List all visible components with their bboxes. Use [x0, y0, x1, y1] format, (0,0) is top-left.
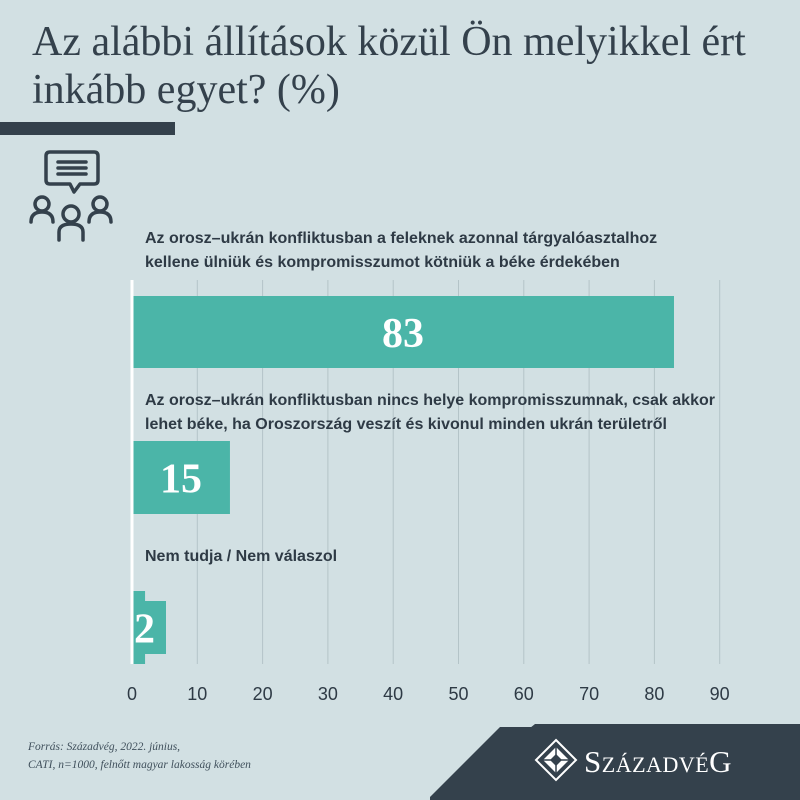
category-label-1-line-2: kellene ülniük és kompromisszumot kötniü…	[145, 254, 620, 271]
title-underline-bar	[0, 122, 175, 135]
source-note: Forrás: Századvég, 2022. június, CATI, n…	[28, 738, 358, 774]
brand-logo-icon	[534, 738, 578, 782]
x-tick-label-90: 90	[710, 684, 730, 704]
brand-band-shape	[430, 727, 800, 800]
bar-2	[132, 441, 230, 514]
source-line-2: CATI, n=1000, felnőtt magyar lakosság kö…	[28, 759, 251, 771]
brand-name: SZÁZADVÉG	[584, 744, 732, 779]
bar-chart: Az orosz–ukrán konfliktusban a feleknek …	[127, 230, 730, 704]
bar-value-label-1: 83	[382, 311, 424, 357]
x-tick-label-50: 50	[448, 684, 468, 704]
bar-1	[132, 296, 674, 368]
chart-title: Az alábbi állítások közül Ön melyikkel é…	[32, 19, 746, 113]
category-label-2-line-1: Az orosz–ukrán konfliktusban nincs helye…	[145, 392, 715, 409]
x-tick-label-80: 80	[644, 684, 664, 704]
source-line-1: Forrás: Századvég, 2022. június,	[28, 741, 181, 753]
x-tick-label-70: 70	[579, 684, 599, 704]
category-label-3-line-1: Nem tudja / Nem válaszol	[145, 548, 337, 565]
x-tick-label-40: 40	[383, 684, 403, 704]
x-tick-label-0: 0	[127, 684, 137, 704]
bar-value-label-2: 15	[160, 457, 202, 503]
bar-value-label-3: 2	[134, 607, 155, 653]
bar-label-tab-3	[132, 601, 166, 654]
category-label-2-line-2: lehet béke, ha Oroszország veszít és kiv…	[145, 416, 667, 433]
discussion-people-icon	[29, 150, 113, 242]
category-label-1-line-1: Az orosz–ukrán konfliktusban a feleknek …	[145, 230, 657, 247]
x-tick-label-10: 10	[187, 684, 207, 704]
x-tick-label-30: 30	[318, 684, 338, 704]
x-tick-label-60: 60	[514, 684, 534, 704]
x-tick-label-20: 20	[253, 684, 273, 704]
